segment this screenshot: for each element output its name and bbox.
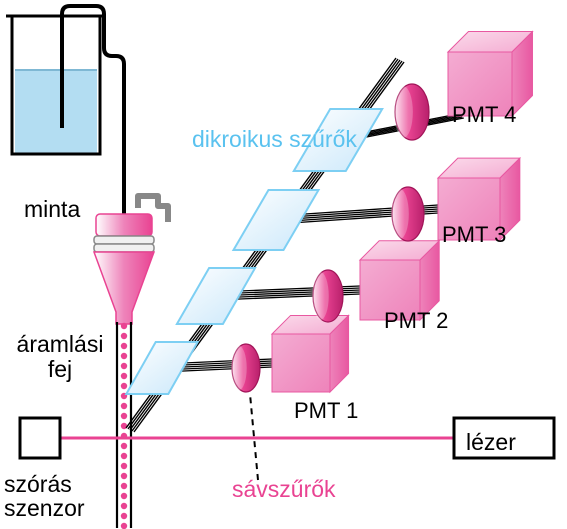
label-bandfilters: sávszűrők	[232, 476, 336, 503]
label-pmt4: PMT 4	[452, 102, 516, 128]
label-laser: lézer	[466, 429, 516, 456]
label-sample: minta	[24, 196, 80, 223]
label-flow-head: áramlásifej	[12, 332, 108, 383]
label-pmt3: PMT 3	[442, 222, 506, 248]
label-pmt2: PMT 2	[384, 308, 448, 334]
label-pmt1: PMT 1	[294, 398, 358, 424]
label-scatter: szórásszenzor	[4, 472, 85, 520]
label-dichroic: dikroikus szűrők	[192, 126, 357, 153]
